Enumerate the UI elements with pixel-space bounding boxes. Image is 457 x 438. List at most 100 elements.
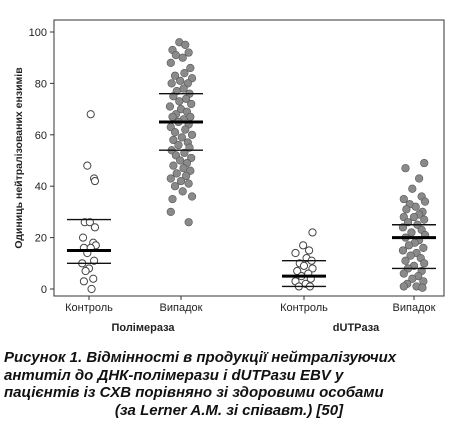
data-point bbox=[181, 125, 190, 134]
data-point bbox=[89, 274, 98, 283]
caption-line-2: антитіл до ДНК-полімерази і dUTPази EBV … bbox=[4, 366, 344, 384]
data-point bbox=[404, 241, 414, 250]
group-label: dUTPаза bbox=[333, 322, 380, 334]
data-point bbox=[409, 212, 419, 222]
data-point bbox=[168, 112, 177, 121]
data-point bbox=[168, 194, 177, 204]
x-tick-label: Контроль bbox=[280, 302, 328, 314]
data-point bbox=[401, 256, 410, 265]
chart-labels: 0 20 40 60 80 100 Одиниць нейтралізованих ензи… bbox=[13, 27, 436, 334]
data-point bbox=[308, 264, 317, 273]
caption-line-3: пацієнтів із СХВ порівняно зі здоровими … bbox=[4, 384, 384, 401]
data-point bbox=[90, 176, 100, 186]
data-point bbox=[187, 130, 197, 139]
data-point bbox=[182, 171, 191, 181]
data-point bbox=[419, 243, 428, 252]
data-point bbox=[420, 197, 430, 206]
y-tick-label: 100 bbox=[29, 27, 47, 39]
data-point bbox=[166, 58, 175, 67]
data-point bbox=[187, 99, 196, 109]
data-point bbox=[179, 164, 188, 173]
data-point bbox=[87, 284, 96, 294]
data-point bbox=[78, 233, 88, 242]
data-point bbox=[305, 246, 314, 255]
chart-marks bbox=[67, 38, 436, 294]
data-point bbox=[299, 261, 309, 270]
y-tick-label: 60 bbox=[35, 130, 47, 142]
y-axis-label: Одиниць нейтралізованих ензимів bbox=[13, 67, 25, 249]
data-point bbox=[184, 179, 193, 188]
data-point bbox=[181, 40, 190, 49]
data-point bbox=[166, 174, 175, 183]
data-point bbox=[399, 282, 408, 291]
data-point bbox=[184, 48, 193, 57]
chart-axes bbox=[50, 19, 445, 300]
x-tick-label: Контроль bbox=[65, 302, 113, 314]
series-3 bbox=[282, 228, 326, 291]
data-point bbox=[83, 161, 92, 170]
data-point bbox=[184, 218, 193, 227]
data-point bbox=[170, 182, 180, 191]
x-tick-label: Випадок bbox=[160, 302, 203, 314]
caption-line-1: Рисунок 1. Відмінності в продукції нейтр… bbox=[4, 349, 397, 366]
x-tick-label: Випадок bbox=[393, 302, 436, 314]
y-tick-label: 40 bbox=[35, 181, 47, 193]
group-label: Полімераза bbox=[111, 322, 175, 334]
data-point bbox=[418, 283, 427, 292]
data-point bbox=[186, 63, 195, 73]
data-point bbox=[407, 228, 416, 237]
data-point bbox=[406, 251, 415, 260]
data-point bbox=[176, 76, 185, 85]
data-point bbox=[176, 176, 186, 186]
data-point bbox=[178, 187, 187, 196]
scatter-chart: 0 20 40 60 80 100 Одиниць нейтралізованих ензи… bbox=[13, 19, 445, 334]
data-point bbox=[169, 135, 178, 145]
data-point bbox=[174, 140, 183, 150]
data-point bbox=[408, 184, 417, 193]
data-point bbox=[166, 207, 175, 216]
data-point bbox=[90, 223, 100, 232]
data-point bbox=[170, 71, 180, 80]
data-point bbox=[408, 274, 417, 283]
series-1 bbox=[67, 110, 111, 294]
data-point bbox=[291, 248, 300, 258]
data-point bbox=[415, 174, 424, 183]
data-point bbox=[401, 164, 410, 173]
data-point bbox=[178, 53, 187, 62]
data-point bbox=[293, 266, 302, 276]
series-4 bbox=[392, 158, 436, 292]
data-point bbox=[172, 169, 181, 178]
data-point bbox=[79, 277, 89, 286]
data-point bbox=[399, 194, 408, 204]
caption-line-4: (за Lerner A.M. зі співавт.) [50] bbox=[114, 401, 344, 419]
data-point bbox=[167, 79, 176, 88]
data-point bbox=[170, 128, 180, 137]
y-tick-label: 80 bbox=[35, 78, 47, 90]
data-point bbox=[411, 202, 420, 211]
data-point bbox=[175, 97, 184, 106]
data-point bbox=[420, 158, 429, 168]
y-tick-label: 20 bbox=[35, 233, 47, 245]
data-point bbox=[177, 133, 186, 142]
data-point bbox=[420, 259, 429, 268]
data-point bbox=[420, 215, 429, 224]
data-point bbox=[81, 266, 90, 276]
data-point bbox=[402, 205, 411, 214]
data-point bbox=[187, 192, 197, 201]
data-point bbox=[299, 241, 308, 250]
data-point bbox=[90, 256, 99, 265]
data-point bbox=[176, 156, 185, 165]
data-point bbox=[86, 110, 95, 119]
data-point bbox=[399, 269, 408, 278]
figure-caption: Рисунок 1. Відмінності в продукції нейтр… bbox=[4, 349, 454, 419]
data-point bbox=[171, 51, 180, 60]
data-point bbox=[180, 69, 189, 78]
data-point bbox=[186, 112, 195, 121]
y-tick-label: 0 bbox=[41, 284, 47, 296]
data-point bbox=[308, 228, 317, 237]
series-2 bbox=[159, 38, 203, 227]
data-point bbox=[165, 102, 175, 111]
plot-frame bbox=[53, 19, 445, 297]
data-point bbox=[85, 218, 94, 227]
data-point bbox=[179, 84, 188, 93]
